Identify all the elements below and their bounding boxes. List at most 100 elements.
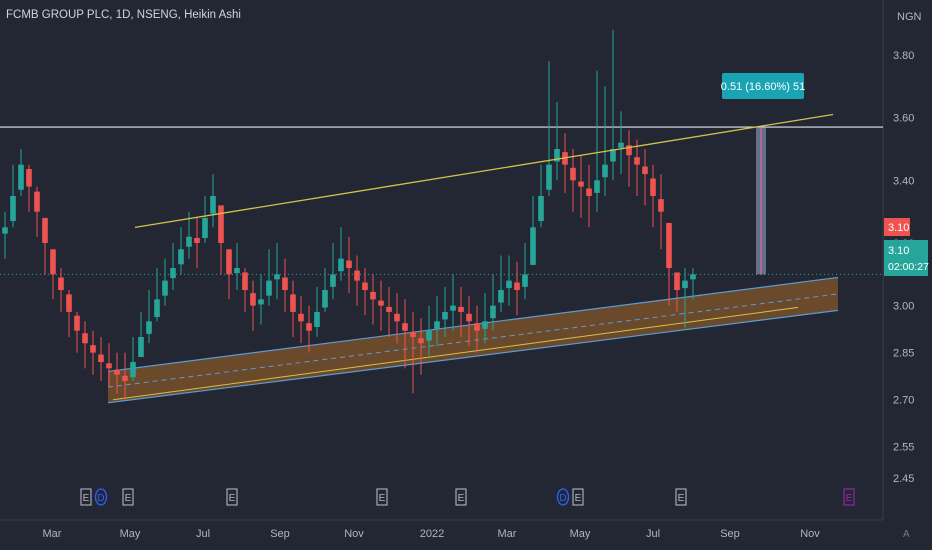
x-tick-label: Sep	[720, 528, 740, 540]
candle-body	[642, 166, 648, 175]
candle-body	[650, 178, 656, 196]
dividend-marker[interactable]	[94, 488, 108, 506]
candle-body	[362, 282, 368, 290]
earnings-marker-label: E	[229, 493, 236, 504]
candle-body	[538, 196, 544, 222]
candle-body	[474, 323, 480, 331]
candle-body	[370, 291, 376, 300]
earnings-marker[interactable]	[455, 488, 467, 506]
candle-body	[258, 299, 264, 305]
candle-body	[26, 169, 32, 187]
measure-label-box	[722, 73, 804, 99]
measure-label: 0.51 (16.60%) 51	[721, 81, 805, 93]
earnings-marker-label: E	[83, 493, 90, 504]
candle-body	[626, 145, 632, 156]
earnings-marker-label: E	[125, 493, 132, 504]
dividend-marker[interactable]	[556, 488, 570, 506]
candle-body	[98, 354, 104, 363]
x-tick-label: May	[570, 528, 591, 540]
earnings-marker[interactable]	[572, 488, 584, 506]
y-tick-label: 3.60	[893, 113, 914, 125]
y-tick-label: 2.45	[893, 473, 914, 485]
y-tick-label: 3.80	[893, 50, 914, 62]
earnings-marker[interactable]	[376, 488, 388, 506]
candle-body	[666, 222, 672, 269]
earnings-marker-label: E	[458, 493, 465, 504]
earnings-marker-label: E	[678, 493, 685, 504]
candle-body	[34, 191, 40, 212]
current-price-tag	[884, 240, 928, 276]
candle-body	[178, 249, 184, 265]
candle-body	[546, 164, 552, 190]
candle-body	[210, 196, 216, 214]
current-price-text: 3.10	[888, 245, 909, 257]
candle-body	[402, 323, 408, 331]
candle-body	[146, 321, 152, 334]
channel-mid-line	[107, 293, 839, 388]
earnings-marker[interactable]	[843, 488, 855, 506]
candle-body	[506, 280, 512, 289]
candle-body	[602, 164, 608, 178]
x-tick-label: Sep	[270, 528, 290, 540]
candle-body	[522, 274, 528, 287]
candle-body	[346, 260, 352, 269]
candle-body	[10, 196, 16, 222]
channel-upper-line	[107, 276, 839, 373]
candle-body	[42, 217, 48, 243]
currency-label: NGN	[897, 11, 922, 23]
candle-body	[2, 227, 8, 234]
candle-body	[554, 149, 560, 162]
y-tick-label: 2.70	[893, 395, 914, 407]
candle-body	[586, 188, 592, 196]
candle-body	[314, 311, 320, 327]
earnings-marker[interactable]	[226, 488, 238, 506]
x-tick-label: 2022	[420, 528, 444, 540]
earnings-marker[interactable]	[122, 488, 134, 506]
x-tick-label: Nov	[344, 528, 364, 540]
candle-body	[290, 294, 296, 312]
candle-body	[530, 227, 536, 265]
candle-body	[122, 375, 128, 381]
candle-body	[594, 180, 600, 193]
x-tick-label: Jul	[196, 528, 210, 540]
support-line	[112, 306, 799, 401]
candle-body	[498, 290, 504, 303]
y-tick-label: 3.40	[893, 175, 914, 187]
candle-body	[154, 299, 160, 317]
candle-body	[338, 258, 344, 272]
candle-body	[570, 167, 576, 181]
earnings-marker[interactable]	[80, 488, 92, 506]
last-bar-price-tag	[884, 218, 910, 236]
candle-body	[442, 311, 448, 320]
candle-body	[490, 305, 496, 319]
candle-body	[386, 306, 392, 312]
candle-body	[106, 363, 112, 369]
candle-body	[394, 313, 400, 322]
y-tick-label: 2.85	[893, 348, 914, 360]
earnings-marker[interactable]	[675, 488, 687, 506]
candle-body	[658, 199, 664, 212]
x-tick-label: Nov	[800, 528, 820, 540]
candle-body	[266, 280, 272, 296]
candle-body	[354, 270, 360, 281]
candle-body	[186, 236, 192, 247]
candle-body	[322, 290, 328, 308]
y-tick-label: 2.55	[893, 442, 914, 454]
earnings-marker-label: E	[379, 493, 386, 504]
candle-body	[378, 300, 384, 306]
earnings-marker-label: E	[846, 493, 853, 504]
countdown-text: 02:00:27	[888, 261, 929, 273]
candle-body	[434, 321, 440, 329]
candle-body	[682, 280, 688, 289]
candle-body	[74, 315, 80, 331]
candle-body	[82, 333, 88, 344]
candle-body	[418, 338, 424, 344]
candle-body	[578, 181, 584, 187]
candle-body	[218, 205, 224, 243]
candle-body	[282, 277, 288, 290]
candle-body	[130, 362, 136, 378]
x-tick-label: Mar	[498, 528, 517, 540]
auto-scale-icon[interactable]: A	[903, 529, 910, 540]
